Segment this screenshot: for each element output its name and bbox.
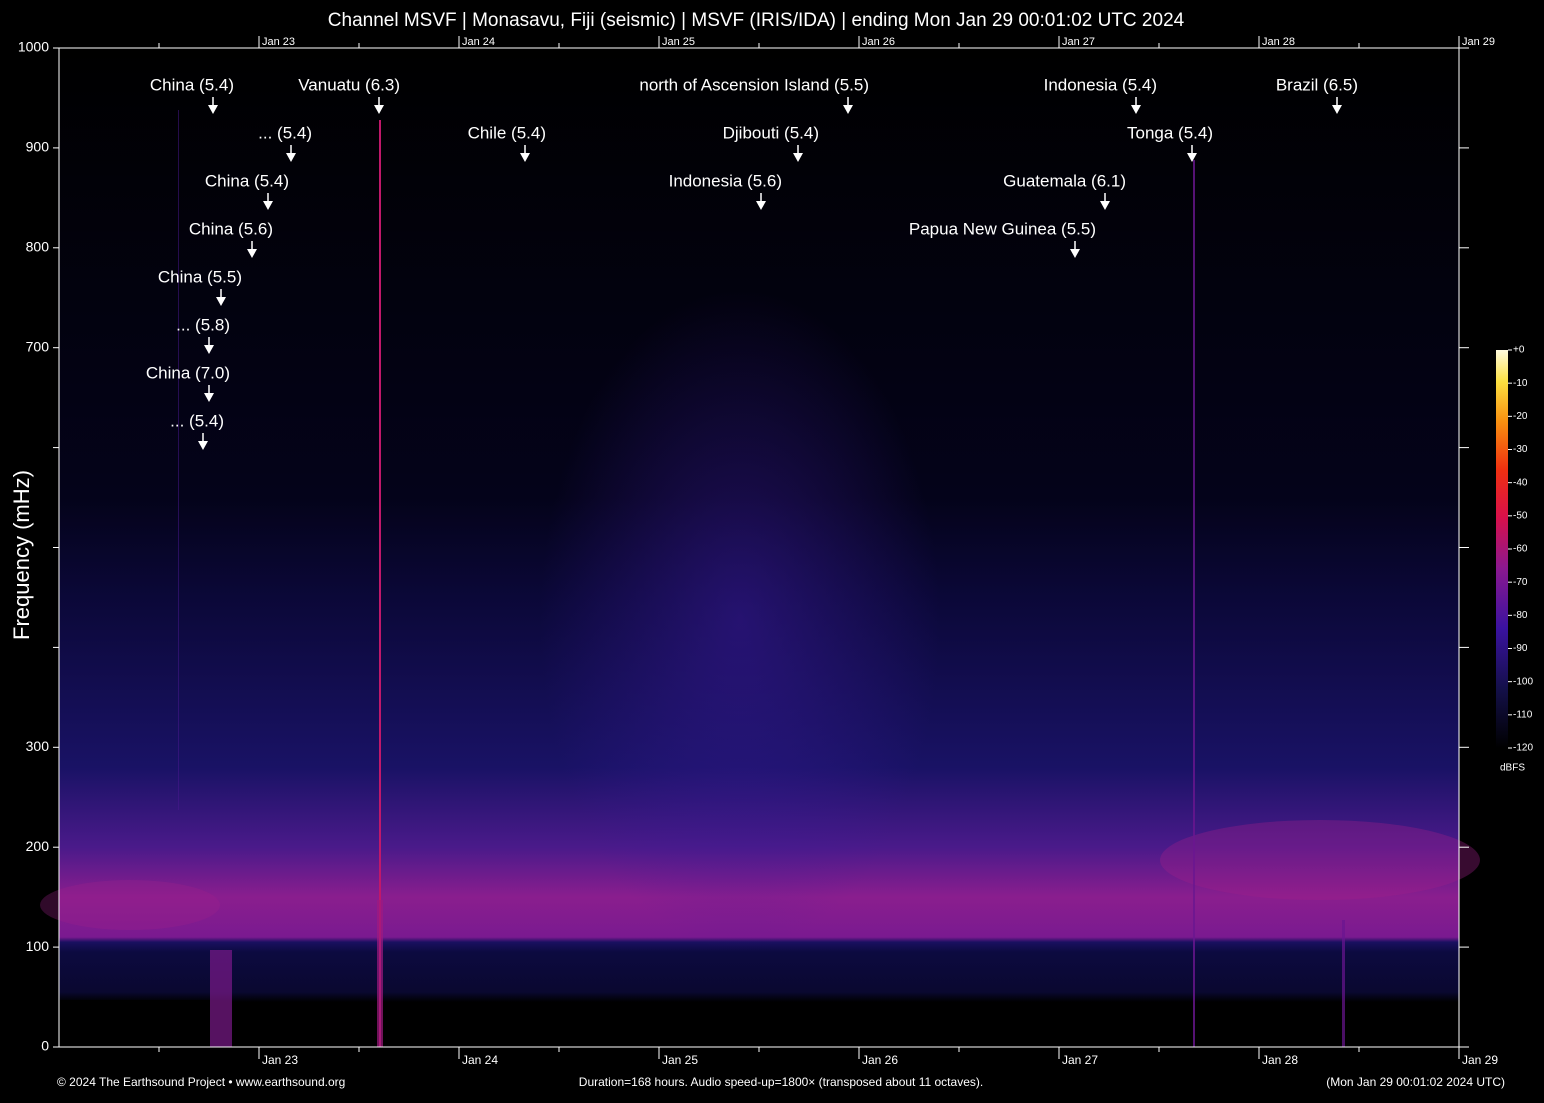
- event-label: Vanuatu (6.3): [298, 75, 400, 94]
- footer-center: Duration=168 hours. Audio speed-up=1800×…: [579, 1075, 983, 1089]
- event-arrowhead: [286, 153, 296, 162]
- event-label: north of Ascension Island (5.5): [639, 75, 869, 94]
- y-tick-label: 700: [26, 338, 50, 354]
- x-tick-label: Jan 24: [462, 1053, 498, 1067]
- y-tick-label: 1000: [18, 39, 49, 55]
- y-tick-label: 0: [41, 1038, 49, 1054]
- colorbar: [1496, 350, 1508, 748]
- event-arrowhead: [793, 153, 803, 162]
- x-tick-label: Jan 29: [1462, 1053, 1498, 1067]
- event-label: Chile (5.4): [468, 123, 546, 142]
- event-arrowhead: [756, 201, 766, 210]
- y-tick-label: 300: [26, 738, 50, 754]
- event-label: Djibouti (5.4): [723, 123, 819, 142]
- event-arrowhead: [1332, 105, 1342, 114]
- event-label: Tonga (5.4): [1127, 123, 1213, 142]
- event-label: Brazil (6.5): [1276, 75, 1358, 94]
- event-label: China (7.0): [146, 363, 230, 382]
- colorbar-tick-label: -110: [1513, 709, 1533, 720]
- event-label: ... (5.8): [176, 315, 230, 334]
- colorbar-tick-label: -40: [1513, 477, 1528, 488]
- x-tick-label-top: Jan 25: [662, 36, 695, 48]
- colorbar-tick-label: +0: [1513, 345, 1525, 356]
- event-label: Guatemala (6.1): [1003, 171, 1126, 190]
- x-tick-label-top: Jan 28: [1262, 36, 1295, 48]
- event-arrowhead: [1070, 249, 1080, 258]
- colorbar-tick-label: -60: [1513, 544, 1528, 555]
- event-label: Indonesia (5.6): [669, 171, 782, 190]
- footer-right: (Mon Jan 29 00:01:02 2024 UTC): [1326, 1075, 1505, 1089]
- y-tick-label: 200: [26, 838, 50, 854]
- spectrogram: [40, 48, 1480, 1047]
- colorbar-tick-label: -100: [1513, 676, 1533, 687]
- colorbar-tick-label: -10: [1513, 378, 1528, 389]
- event-arrowhead: [374, 105, 384, 114]
- colorbar-tick-label: -80: [1513, 610, 1528, 621]
- colorbar-tick-label: -20: [1513, 411, 1528, 422]
- y-tick-label: 100: [26, 938, 50, 954]
- event-label: ... (5.4): [258, 123, 312, 142]
- x-tick-label: Jan 27: [1062, 1053, 1098, 1067]
- event-arrowhead: [263, 201, 273, 210]
- y-tick-label: 900: [26, 139, 50, 155]
- event-arrowhead: [204, 393, 214, 402]
- colorbar-tick-label: -70: [1513, 577, 1528, 588]
- event-label: China (5.6): [189, 219, 273, 238]
- event-arrowhead: [1100, 201, 1110, 210]
- colorbar-tick-label: -120: [1513, 743, 1533, 754]
- event-arrowhead: [1131, 105, 1141, 114]
- colorbar-tick-label: -90: [1513, 643, 1528, 654]
- x-tick-label-top: Jan 29: [1462, 36, 1495, 48]
- event-label: China (5.4): [205, 171, 289, 190]
- y-tick-label: 800: [26, 239, 50, 255]
- footer-left: © 2024 The Earthsound Project • www.eart…: [57, 1075, 345, 1089]
- event-arrowhead: [1187, 153, 1197, 162]
- x-tick-label-top: Jan 24: [462, 36, 495, 48]
- event-label: ... (5.4): [170, 411, 224, 430]
- event-arrowhead: [247, 249, 257, 258]
- x-tick-label-top: Jan 23: [262, 36, 295, 48]
- x-tick-label: Jan 23: [262, 1053, 298, 1067]
- x-tick-label: Jan 26: [862, 1053, 898, 1067]
- colorbar-label: dBFS: [1500, 763, 1525, 774]
- chart-title: Channel MSVF | Monasavu, Fiji (seismic) …: [328, 10, 1185, 31]
- event-arrowhead: [208, 105, 218, 114]
- colorbar-tick-label: -30: [1513, 444, 1528, 455]
- x-tick-label-top: Jan 26: [862, 36, 895, 48]
- event-label: Papua New Guinea (5.5): [909, 219, 1096, 238]
- colorbar-tick-label: -50: [1513, 510, 1528, 521]
- x-tick-label: Jan 25: [662, 1053, 698, 1067]
- x-tick-label: Jan 28: [1262, 1053, 1298, 1067]
- annotations: China (5.4) Vanuatu (6.3) north of Ascensi…: [146, 75, 1358, 450]
- event-label: Indonesia (5.4): [1044, 75, 1157, 94]
- event-label: China (5.4): [150, 75, 234, 94]
- event-arrowhead: [198, 441, 208, 450]
- event-label: China (5.5): [158, 267, 242, 286]
- event-arrowhead: [843, 105, 853, 114]
- event-arrowhead: [204, 345, 214, 354]
- x-tick-label-top: Jan 27: [1062, 36, 1095, 48]
- event-arrowhead: [216, 297, 226, 306]
- y-axis-label: Frequency (mHz): [9, 470, 34, 640]
- event-arrowhead: [520, 153, 530, 162]
